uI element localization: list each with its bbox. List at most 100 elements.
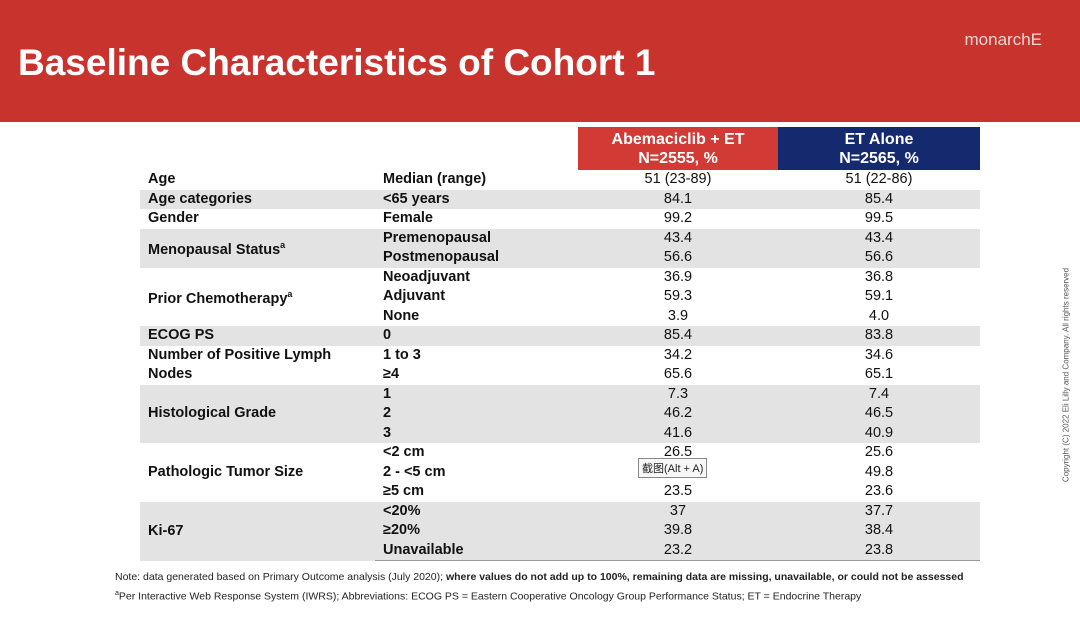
table-row: Age Median (range) 51 (23-89) 51 (22-86)	[140, 170, 980, 190]
value-cell: 65.6	[663, 366, 693, 382]
value-cell: 99.5	[864, 210, 894, 226]
value-cell: 34.6	[864, 346, 894, 363]
value-cell: 84.1	[578, 189, 778, 209]
group-label: Age	[148, 171, 176, 188]
group-label-cell: Ki-67	[140, 501, 375, 561]
table-row: Ki-67 <20% 37 37.7	[140, 501, 980, 561]
value-cell: 85.4	[778, 189, 980, 209]
sub-label: Postmenopausal	[375, 248, 578, 268]
tooltip: 截图(Alt + A)	[638, 458, 708, 478]
table-row: ≥20% 39.8 38.4	[140, 521, 980, 541]
table-row: Gender Female 99.2 99.5	[140, 209, 980, 229]
sub-label: Median (range)	[383, 171, 487, 187]
value-cell: 38.4	[778, 521, 980, 541]
sub-label: ≥20%	[375, 521, 578, 541]
table-row: Menopausal Statusa Premenopausal 43.4 43.4	[140, 228, 980, 268]
value-cell: 65.1	[864, 366, 894, 382]
column-header: Abemaciclib + ET N=2555, %	[578, 127, 778, 170]
logo: monarchE	[964, 30, 1042, 49]
value-cell: 41.6	[578, 423, 778, 443]
value-cell: 40.9	[778, 423, 980, 443]
title: Baseline Characteristics of Cohort 1	[18, 42, 656, 83]
table-row: ≥5 cm 23.5 23.6	[140, 482, 980, 502]
header-line: N=2565, %	[839, 149, 919, 167]
value-cell: 37.7	[778, 501, 980, 521]
group-label-cell: Prior Chemotherapya	[140, 268, 375, 327]
value-cell: 51 (23-89)	[644, 171, 712, 187]
group-label: ECOG PS	[148, 327, 215, 344]
column-header: ET Alone N=2565, %	[778, 127, 980, 170]
note-text: Note: data generated based on Primary Ou…	[115, 571, 444, 583]
note-text: Per Interactive Web Response System (IWR…	[118, 590, 862, 603]
note-sup: a	[115, 590, 119, 597]
group-label: Menopausal Status	[148, 241, 281, 258]
table-row: ≥4 65.6 65.1	[140, 365, 980, 385]
sub-label: Premenopausal	[375, 228, 578, 248]
value-cell: 3.9	[667, 307, 689, 324]
group-label-cell: Number of Positive Lymph Nodes	[140, 346, 375, 385]
value-cell: 85.4	[578, 326, 778, 346]
group-label-cell: Age	[140, 170, 375, 190]
table-row: Histological Grade 1 7.3 7.4	[140, 384, 980, 443]
group-label: Pathologic Tumor Size	[148, 463, 304, 480]
table-row: Postmenopausal 56.6 56.6	[140, 248, 980, 268]
value-cell: 43.4	[778, 228, 980, 248]
copyright: Copyright (C) 2022 Eli Lilly and Company…	[1061, 267, 1071, 483]
group-label-cell: Age categories	[140, 189, 375, 209]
table-row: Unavailable 23.2 23.8	[140, 540, 980, 561]
note: aPer Interactive Web Response System (IW…	[115, 590, 861, 603]
header-line: Abemaciclib + ET	[611, 130, 745, 148]
value-cell: 4.0	[868, 307, 890, 324]
value-cell: 99.2	[663, 210, 693, 226]
sub-label: <65 years	[375, 189, 578, 209]
group-label-cell: Gender	[140, 209, 375, 229]
value-cell: 49.8	[864, 463, 894, 480]
value-cell: 46.5	[778, 404, 980, 424]
note: Note: data generated based on Primary Ou…	[115, 571, 964, 583]
value-cell: 56.6	[778, 248, 980, 268]
group-label: Histological Grade	[148, 405, 277, 422]
sub-label: Adjuvant	[383, 288, 446, 304]
value-cell: 7.3	[578, 384, 778, 404]
group-label: Prior Chemotherapy	[148, 290, 288, 307]
group-label: Ki-67	[148, 522, 184, 539]
sub-label: 1	[375, 384, 578, 404]
value-cell: 56.6	[578, 248, 778, 268]
table-row: None 3.9 4.0	[140, 307, 980, 327]
table-row: 2 46.2 46.5	[140, 404, 980, 424]
value-cell: 23.6	[864, 483, 894, 499]
header-line: N=2555, %	[638, 149, 718, 167]
value-cell: 59.1	[864, 288, 894, 304]
table-row: 3 41.6 40.9	[140, 423, 980, 443]
value-cell: 37	[578, 501, 778, 521]
value-cell: 25.6	[864, 444, 894, 460]
group-label: Age categories	[148, 190, 252, 207]
sub-label: Unavailable	[375, 540, 578, 561]
sub-label: ≥5 cm	[383, 483, 425, 499]
value-cell: 36.8	[864, 268, 894, 285]
superscript: a	[287, 288, 293, 299]
sub-label: None	[383, 307, 420, 324]
value-cell: 59.3	[663, 288, 693, 304]
value-cell: 23.8	[778, 540, 980, 561]
table-row: Adjuvant 59.3 59.1	[140, 287, 980, 307]
value-cell: 51 (22-86)	[845, 171, 913, 187]
value-cell: 26.5	[663, 444, 693, 460]
superscript: a	[280, 240, 286, 251]
group-label-cell: ECOG PS	[140, 326, 375, 346]
sub-label: 2 - <5 cm	[383, 463, 446, 480]
sub-label: 1 to 3	[383, 346, 421, 363]
group-label: Number of Positive Lymph Nodes	[148, 347, 332, 382]
sub-label: 2	[375, 404, 578, 424]
sub-label: 3	[375, 423, 578, 443]
table-row: Prior Chemotherapya Neoadjuvant 36.9 36.8	[140, 268, 980, 307]
sub-label: ≥4	[383, 366, 400, 382]
value-cell: 23.5	[663, 483, 693, 499]
header-line: ET Alone	[844, 130, 914, 148]
group-label-cell: Histological Grade	[140, 384, 375, 443]
sub-label: Female	[383, 210, 433, 226]
value-cell: 34.2	[663, 346, 693, 363]
value-cell: 39.8	[578, 521, 778, 541]
header-band	[0, 0, 1080, 122]
